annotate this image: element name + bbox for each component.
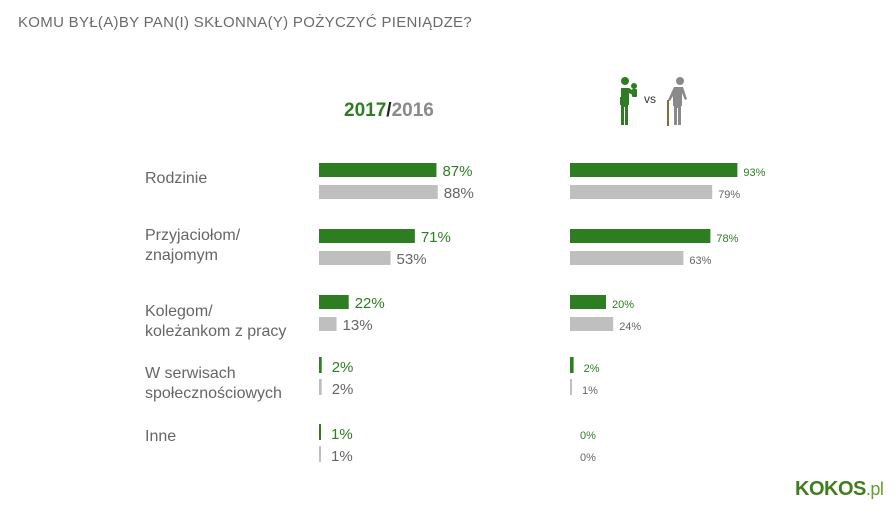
bar-panel0-series0-row0 (319, 163, 437, 177)
label-panel0-series0-row4: 1% (331, 426, 353, 443)
label-panel0-series1-row1: 53% (397, 251, 427, 268)
bar-panel0-series0-row2 (319, 295, 349, 309)
label-panel0-series0-row2: 22% (355, 295, 385, 312)
label-panel0-series1-row0: 88% (444, 185, 474, 202)
label-panel1-series1-row4: 0% (580, 452, 596, 464)
label-panel1-series0-row2: 20% (612, 299, 634, 311)
label-panel0-series0-row1: 71% (421, 229, 451, 246)
bar-panel1-series0-row0 (570, 163, 738, 177)
bar-panel0-series1-row2 (319, 317, 337, 331)
young-vs-old-icon: vs (620, 77, 687, 126)
label-panel0-series1-row3: 2% (332, 381, 354, 398)
label-panel0-series0-row0: 87% (442, 163, 472, 180)
category-label-serwisy: W serwisach społecznościowych (145, 365, 282, 402)
category-label-kolegom: Kolegom/koleżankom z pracy (145, 303, 287, 340)
kokos-logo: KOKOS.pl (795, 478, 884, 500)
category-label-inne: Inne (145, 428, 177, 445)
label-panel0-series1-row4: 1% (331, 448, 353, 465)
bar-panel1-series1-row3 (570, 379, 572, 395)
bar-panel0-series1-row3 (319, 379, 322, 395)
bar-panel0-series1-row4 (319, 446, 321, 462)
label-panel0-series0-row3: 2% (332, 359, 354, 376)
label-panel1-series1-row3: 1% (582, 385, 598, 397)
label-panel1-series1-row1: 63% (689, 255, 711, 267)
bar-panel1-series1-row2 (570, 317, 614, 331)
bar-panel1-series0-row1 (570, 229, 711, 243)
bar-panel1-series0-row3 (570, 357, 574, 373)
bar-panel0-series0-row1 (319, 229, 415, 243)
bar-panel1-series0-row2 (570, 295, 606, 309)
year-comparison-header: 2017/2016 (344, 100, 434, 122)
label-panel0-series1-row2: 13% (343, 317, 373, 334)
label-panel1-series0-row3: 2% (584, 363, 600, 375)
bar-panel0-series1-row1 (319, 251, 391, 265)
bar-panel1-series1-row0 (570, 185, 713, 199)
bar-panel1-series1-row1 (570, 251, 684, 265)
year-separator: / (386, 100, 392, 121)
label-panel1-series0-row4: 0% (580, 430, 596, 442)
year-current: 2017 (344, 100, 387, 121)
year-previous: 2016 (391, 100, 434, 121)
bar-panel0-series1-row0 (319, 185, 438, 199)
label-panel1-series1-row0: 79% (718, 189, 740, 201)
category-label-rodzinie: Rodzinie (145, 170, 208, 187)
bar-panel0-series0-row4 (319, 424, 321, 440)
chart-title: KOMU BYŁ(A)BY PAN(I) SKŁONNA(Y) POŻYCZYĆ… (18, 14, 472, 31)
category-label-przyjaciolom: Przyjaciołom/znajomym (145, 227, 241, 264)
label-panel1-series1-row2: 24% (619, 321, 641, 333)
vs-label: vs (644, 92, 656, 106)
label-panel1-series0-row0: 93% (743, 167, 765, 179)
bar-panel0-series0-row3 (319, 357, 322, 373)
label-panel1-series0-row1: 78% (716, 233, 738, 245)
